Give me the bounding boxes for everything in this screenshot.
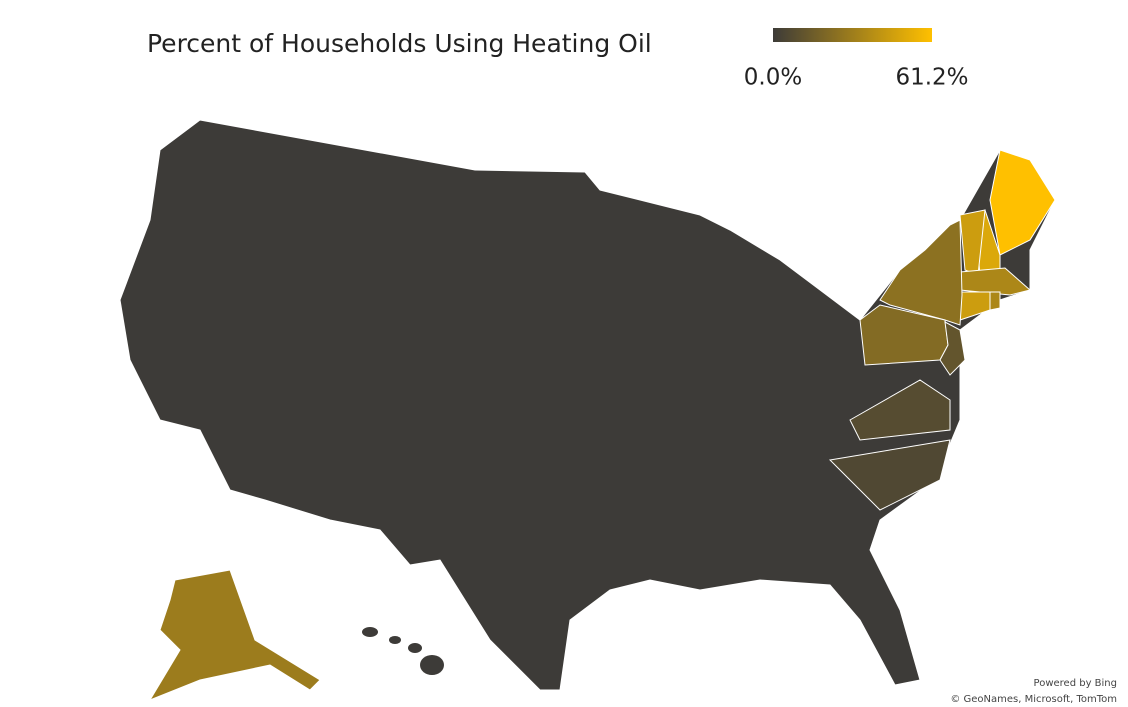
island bbox=[420, 655, 444, 675]
legend-bar bbox=[773, 28, 932, 42]
legend: 0.0% 61.2% bbox=[744, 28, 969, 91]
region bbox=[989, 291, 1001, 311]
attribution: © GeoNames, Microsoft, TomTom bbox=[950, 694, 1117, 705]
region bbox=[828, 439, 951, 511]
region bbox=[879, 219, 963, 326]
legend-label: 61.2% bbox=[895, 65, 968, 91]
attribution: Powered by Bing bbox=[1034, 678, 1117, 689]
legend-label: 0.0% bbox=[744, 65, 802, 91]
island bbox=[389, 636, 401, 644]
region bbox=[989, 149, 1056, 256]
map-title: Percent of Households Using Heating Oil bbox=[147, 29, 652, 58]
region bbox=[939, 321, 966, 376]
region bbox=[849, 379, 951, 441]
region bbox=[148, 569, 321, 702]
land bbox=[119, 119, 1056, 691]
island bbox=[362, 627, 378, 637]
island bbox=[408, 643, 422, 653]
map bbox=[119, 119, 1056, 702]
